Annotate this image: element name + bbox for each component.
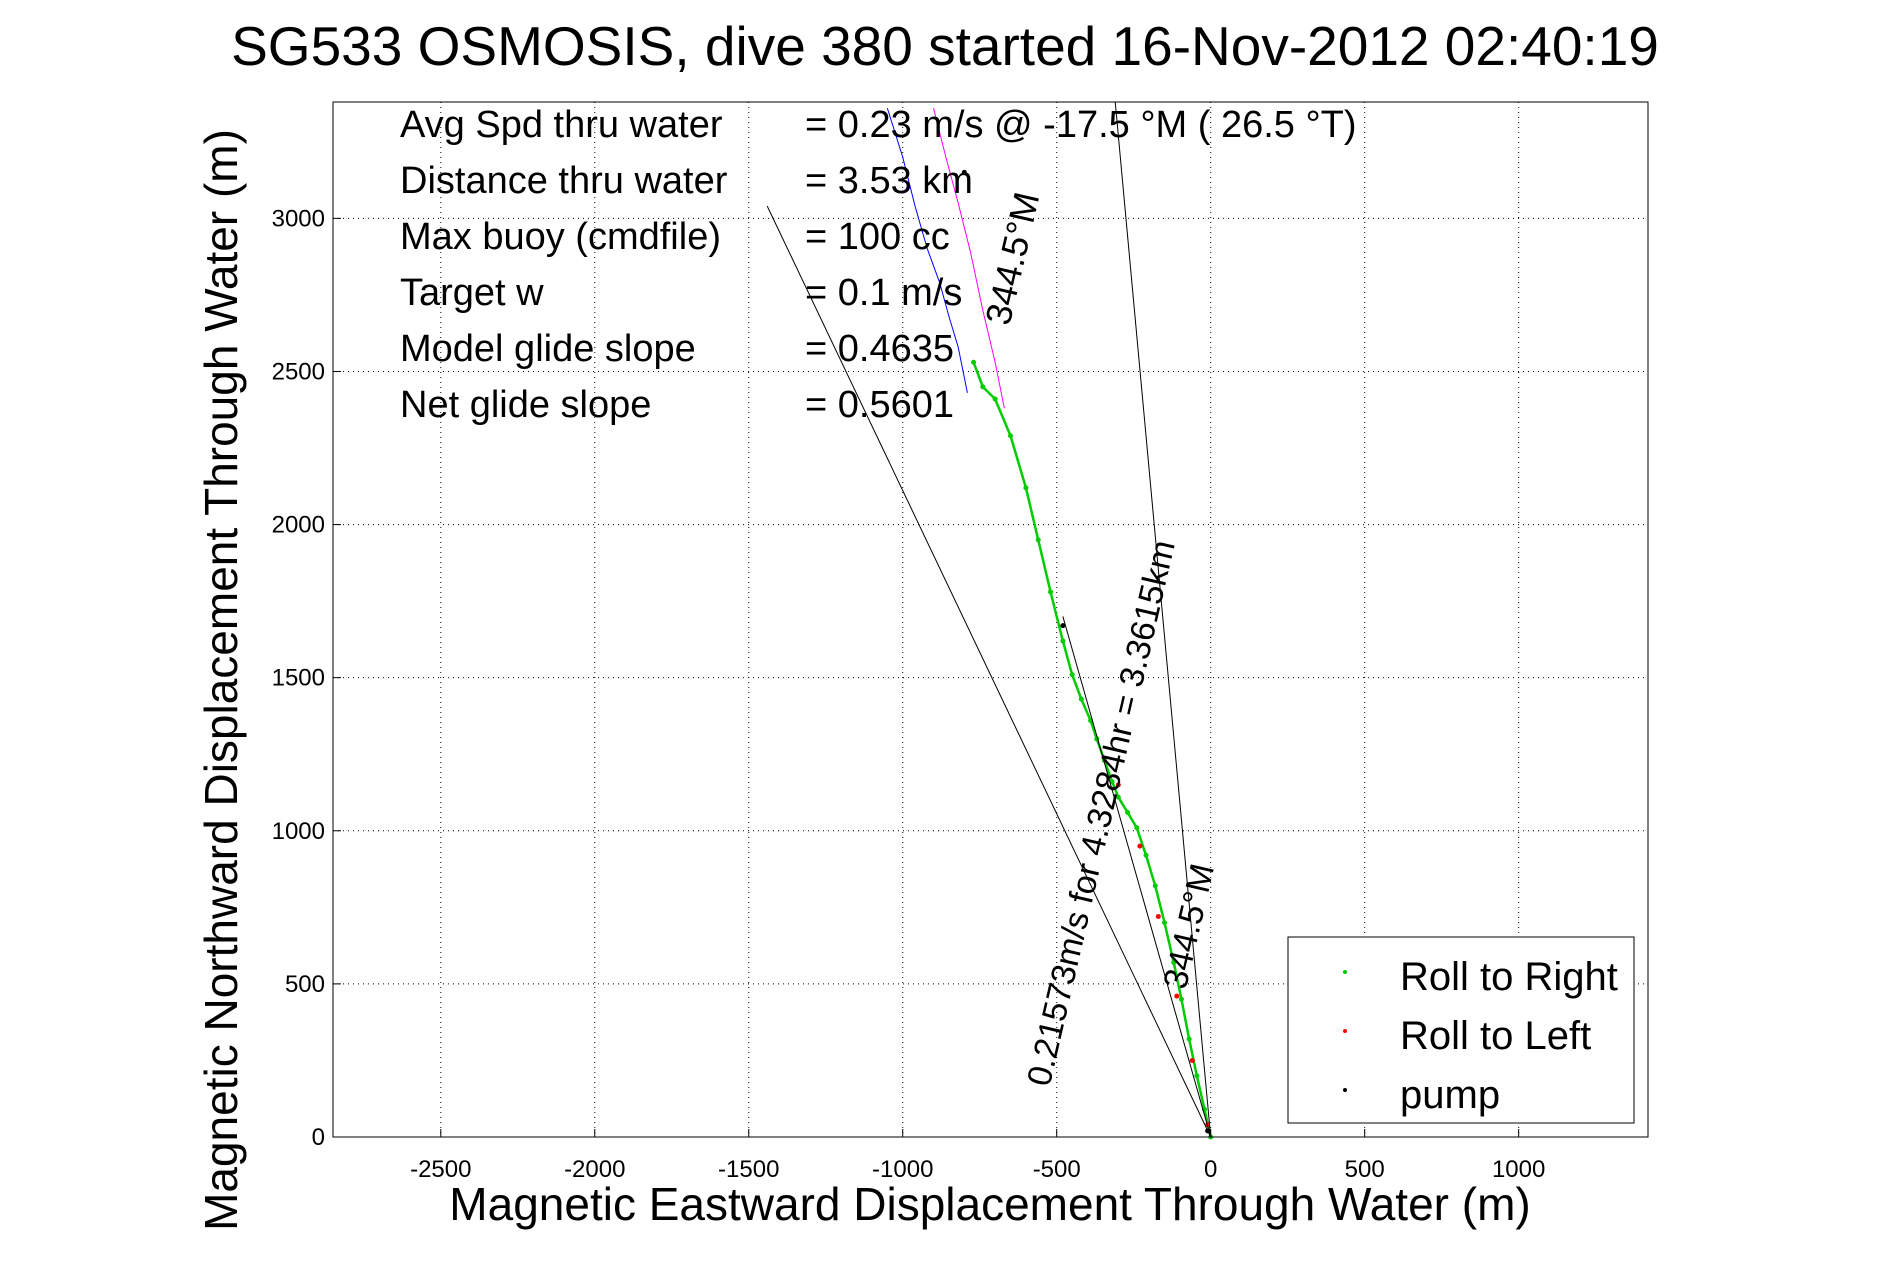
series-line (1062, 616, 1212, 1138)
plot-frame (332, 101, 1649, 1138)
data-point (1189, 1057, 1195, 1063)
data-point (1023, 485, 1029, 491)
data-point (961, 169, 967, 175)
legend-label-roll-right: Roll to Right (1400, 955, 1618, 999)
data-point (1125, 809, 1131, 815)
stat-label: Max buoy (cmdfile) (400, 216, 721, 258)
legend-marker-pump (1343, 1088, 1347, 1092)
data-point (971, 359, 977, 365)
data-point (1048, 589, 1054, 595)
stat-label: Model glide slope (400, 328, 696, 370)
legend-label-pump: pump (1400, 1073, 1500, 1117)
x-tick-label: 1000 (1492, 1156, 1545, 1183)
data-point (1069, 672, 1075, 678)
data-point (1143, 852, 1149, 858)
data-point (1152, 883, 1158, 889)
data-point (1155, 914, 1161, 920)
x-tick-label: 500 (1345, 1156, 1385, 1183)
stat-value: = 0.1 m/s (805, 272, 962, 314)
stat-value: = 0.4635 (805, 328, 954, 370)
x-tick-label: -2000 (564, 1156, 625, 1183)
y-tick-label: 2000 (272, 512, 325, 539)
stat-label: Net glide slope (400, 384, 651, 426)
data-point (1137, 843, 1143, 849)
x-tick-label: -1000 (872, 1156, 933, 1183)
x-axis-label: Magnetic Eastward Displacement Through W… (449, 1178, 1530, 1230)
series-layer (766, 101, 1214, 1140)
data-point (1115, 794, 1121, 800)
x-tick-label: -500 (1033, 1156, 1081, 1183)
legend-label-roll-left: Roll to Left (1400, 1014, 1591, 1058)
data-point (1060, 638, 1066, 644)
stat-value: = 0.5601 (805, 384, 954, 426)
data-point (1134, 825, 1140, 831)
data-point (1171, 959, 1177, 965)
stat-label: Distance thru water (400, 160, 728, 202)
data-point (1161, 920, 1167, 926)
data-point (992, 396, 998, 402)
legend-marker-roll-right (1343, 970, 1347, 974)
x-tick-label: -2500 (410, 1156, 471, 1183)
stat-value: = 0.23 m/s @ -17.5 °M ( 26.5 °T) (805, 104, 1357, 146)
stat-label: Avg Spd thru water (400, 104, 723, 146)
stat-value: = 3.53 km (805, 160, 973, 202)
y-axis-label: Magnetic Northward Displacement Through … (195, 129, 247, 1231)
data-point (1174, 993, 1180, 999)
series-line (1114, 101, 1212, 1138)
chart-title: SG533 OSMOSIS, dive 380 started 16-Nov-2… (231, 15, 1659, 77)
stat-label: Target w (400, 272, 544, 314)
data-point (1109, 779, 1115, 785)
data-point (1115, 782, 1121, 788)
data-point (1035, 537, 1041, 543)
x-tick-label: -1500 (718, 1156, 779, 1183)
stats-panel: Avg Spd thru water = 0.23 m/s @ -17.5 °M … (400, 104, 1357, 426)
legend-marker-roll-left (1343, 1029, 1347, 1033)
y-tick-label: 3000 (272, 205, 325, 232)
data-point (980, 384, 986, 390)
data-point (1186, 1036, 1192, 1042)
y-tick-label: 1500 (272, 665, 325, 692)
series-line (886, 107, 968, 394)
series-line (766, 205, 1212, 1138)
data-point (1060, 623, 1066, 629)
data-point (1194, 1073, 1200, 1079)
data-point (1078, 696, 1084, 702)
legend: Roll to Right Roll to Left pump (1287, 936, 1635, 1124)
x-tick-label: 0 (1204, 1156, 1217, 1183)
ticks: -2500 -2000 -1500 -1000 -500 0 500 1000 0 500 1000… (272, 205, 1546, 1183)
y-tick-label: 0 (312, 1124, 325, 1151)
data-point (1178, 996, 1184, 1002)
y-tick-label: 1000 (272, 818, 325, 845)
y-tick-label: 2500 (272, 358, 325, 385)
series-line (933, 108, 1005, 409)
series-line (972, 361, 1212, 1138)
y-tick-label: 500 (285, 971, 325, 998)
data-point (1008, 433, 1014, 439)
stat-value: = 100 cc (805, 216, 950, 258)
